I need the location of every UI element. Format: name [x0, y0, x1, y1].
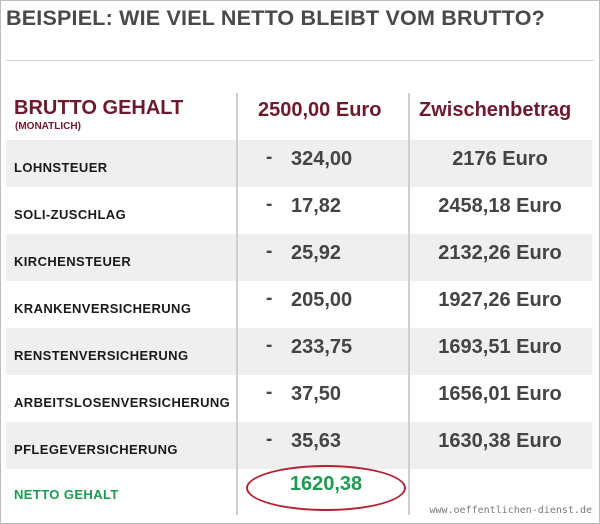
subtotal-value: 2132,26 Euro [438, 242, 562, 264]
brutto-subtitle: (MONATLICH) [15, 121, 81, 132]
net-salary-value: 1620,38 [289, 473, 363, 495]
minus-sign: - [266, 288, 273, 309]
deduction-value: 17,82 [291, 195, 342, 217]
minus-sign: - [266, 147, 273, 168]
table-row: LOHNSTEUER - 324,00 2176 Euro [6, 140, 592, 187]
title-divider [6, 60, 594, 61]
column-divider [408, 93, 410, 515]
subtotal-value: 1693,51 Euro [438, 336, 562, 358]
net-salary-row: NETTO GEHALT 1620,38 [6, 465, 592, 515]
deduction-value: 324,00 [291, 148, 353, 170]
deduction-value: 25,92 [291, 242, 342, 264]
deduction-value: 35,63 [291, 430, 342, 452]
table-row: PFLEGEVERSICHERUNG - 35,63 1630,38 Euro [6, 422, 592, 469]
minus-sign: - [266, 429, 273, 450]
table-row: SOLI-ZUSCHLAG - 17,82 2458,18 Euro [6, 187, 592, 234]
minus-sign: - [266, 194, 273, 215]
table-row: ARBEITSLOSENVERSICHERUNG - 37,50 1656,01… [6, 375, 592, 422]
table-header-row: BRUTTO GEHALT (MONATLICH) 2500,00 Euro Z… [6, 93, 592, 140]
subtotal-value: 2458,18 Euro [438, 195, 562, 217]
highlight-circle [246, 465, 406, 511]
brutto-title: BRUTTO GEHALT [14, 97, 184, 119]
brutto-amount: 2500,00 Euro [258, 99, 382, 121]
row-label: PFLEGEVERSICHERUNG [14, 442, 178, 457]
deduction-value: 205,00 [291, 289, 353, 311]
table-row: KIRCHENSTEUER - 25,92 2132,26 Euro [6, 234, 592, 281]
row-label: KIRCHENSTEUER [14, 254, 132, 269]
row-label: SOLI-ZUSCHLAG [14, 207, 127, 222]
row-label: ARBEITSLOSENVERSICHERUNG [14, 395, 231, 410]
column-divider [236, 93, 238, 515]
row-label: KRANKENVERSICHERUNG [14, 301, 192, 316]
table-row: RENSTENVERSICHERUNG - 233,75 1693,51 Eur… [6, 328, 592, 375]
page-title: BEISPIEL: WIE VIEL NETTO BLEIBT VOM BRUT… [6, 6, 545, 30]
salary-table: BRUTTO GEHALT (MONATLICH) 2500,00 Euro Z… [6, 93, 592, 515]
between-column-header: Zwischenbetrag [419, 99, 572, 121]
watermark: www.oeffentlichen-dienst.de [429, 505, 592, 516]
deduction-value: 37,50 [291, 383, 342, 405]
subtotal-value: 2176 Euro [452, 148, 548, 170]
net-salary-label: NETTO GEHALT [14, 487, 119, 502]
minus-sign: - [266, 335, 273, 356]
subtotal-value: 1656,01 Euro [438, 383, 562, 405]
deduction-value: 233,75 [291, 336, 353, 358]
subtotal-value: 1630,38 Euro [438, 430, 562, 452]
row-label: RENSTENVERSICHERUNG [14, 348, 189, 363]
minus-sign: - [266, 382, 273, 403]
table-row: KRANKENVERSICHERUNG - 205,00 1927,26 Eur… [6, 281, 592, 328]
row-label: LOHNSTEUER [14, 160, 108, 175]
minus-sign: - [266, 241, 273, 262]
subtotal-value: 1927,26 Euro [438, 289, 562, 311]
